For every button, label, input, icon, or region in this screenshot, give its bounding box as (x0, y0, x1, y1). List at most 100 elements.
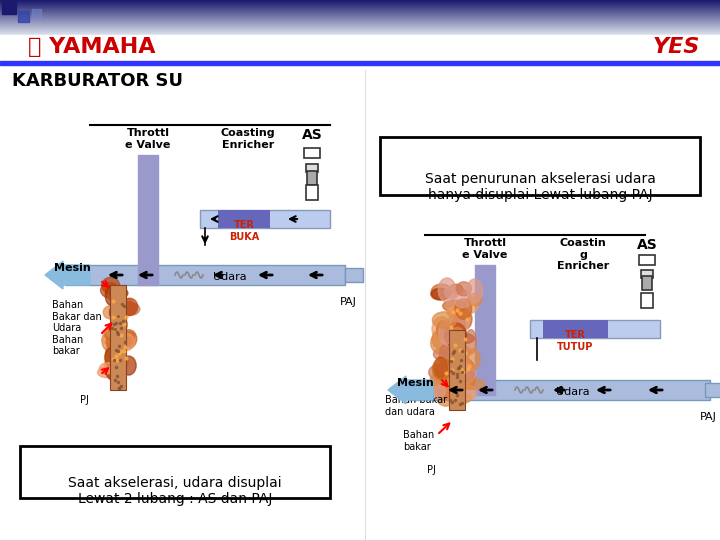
Bar (705, 383, 720, 397)
Text: AS: AS (302, 128, 323, 142)
Text: Ⓞ YAMAHA: Ⓞ YAMAHA (28, 37, 156, 57)
Ellipse shape (122, 298, 138, 315)
Bar (345, 268, 363, 282)
Ellipse shape (456, 309, 472, 330)
Text: AS: AS (636, 238, 657, 252)
Bar (0, 3, 720, 4)
Bar (0, 29, 720, 30)
Bar (0, 23, 720, 24)
Ellipse shape (467, 349, 480, 369)
Ellipse shape (449, 284, 463, 294)
Bar (0, 25, 720, 26)
Bar (0, 26, 720, 27)
Ellipse shape (122, 302, 136, 313)
Ellipse shape (436, 321, 449, 339)
Bar (0, 24, 720, 25)
Text: PAJ: PAJ (340, 297, 357, 307)
Ellipse shape (115, 332, 135, 347)
Ellipse shape (447, 392, 472, 404)
Ellipse shape (105, 347, 114, 367)
Ellipse shape (432, 317, 451, 341)
Text: Bahan
Bakar dan
Udara
Bahan
bakar: Bahan Bakar dan Udara Bahan bakar (52, 300, 102, 356)
Ellipse shape (108, 288, 119, 301)
Bar (639, 255, 655, 265)
Bar (0, 34, 720, 35)
Bar (641, 293, 653, 308)
Bar (642, 276, 652, 290)
Bar (0, 22, 720, 23)
Bar (449, 330, 465, 410)
Bar (306, 185, 318, 200)
Ellipse shape (439, 321, 453, 345)
Ellipse shape (431, 288, 449, 300)
Text: YES: YES (652, 37, 700, 57)
Text: TER
TUTUP: TER TUTUP (557, 330, 593, 352)
Ellipse shape (455, 299, 472, 319)
Bar (543, 320, 608, 338)
Ellipse shape (106, 335, 122, 349)
Ellipse shape (120, 302, 136, 314)
Ellipse shape (447, 306, 462, 318)
Text: Udara: Udara (556, 387, 590, 397)
Bar (0, 4, 720, 5)
Ellipse shape (110, 360, 122, 369)
Ellipse shape (109, 330, 129, 346)
Ellipse shape (107, 363, 123, 378)
Bar (110, 285, 126, 390)
Ellipse shape (443, 356, 453, 374)
Bar (20, 446, 330, 498)
Bar (0, 15, 720, 16)
Ellipse shape (107, 323, 125, 340)
Bar (218, 210, 270, 228)
Ellipse shape (105, 347, 119, 367)
Ellipse shape (460, 385, 477, 400)
Ellipse shape (110, 300, 126, 310)
Ellipse shape (120, 329, 137, 348)
FancyArrow shape (388, 376, 433, 404)
Bar (0, 33, 720, 34)
Ellipse shape (462, 369, 475, 389)
Ellipse shape (454, 289, 472, 308)
Text: PJ: PJ (427, 465, 436, 475)
Ellipse shape (433, 349, 448, 360)
Ellipse shape (428, 364, 450, 380)
Text: KARBURATOR SU: KARBURATOR SU (12, 72, 183, 90)
Ellipse shape (99, 363, 118, 374)
Ellipse shape (121, 337, 132, 346)
Ellipse shape (116, 333, 135, 351)
Ellipse shape (117, 318, 127, 332)
Ellipse shape (452, 313, 465, 337)
Ellipse shape (120, 302, 140, 315)
FancyArrow shape (45, 261, 90, 289)
Bar (0, 20, 720, 21)
Ellipse shape (431, 284, 451, 300)
Ellipse shape (444, 286, 459, 299)
Ellipse shape (439, 388, 464, 400)
Bar (380, 137, 700, 195)
Bar (65, 265, 345, 285)
Bar (138, 155, 158, 285)
Bar (0, 17, 720, 18)
Text: PJ: PJ (80, 395, 89, 405)
Ellipse shape (109, 305, 120, 320)
Ellipse shape (433, 358, 451, 380)
Ellipse shape (431, 374, 451, 396)
Ellipse shape (107, 327, 115, 345)
Ellipse shape (102, 277, 120, 294)
Ellipse shape (443, 300, 466, 312)
Bar (0, 12, 720, 13)
Bar (0, 10, 720, 11)
Bar (307, 171, 317, 185)
Bar (641, 270, 653, 278)
Ellipse shape (435, 364, 455, 384)
Text: Coastin
g
Enricher: Coastin g Enricher (557, 238, 609, 271)
Bar (0, 6, 720, 7)
Bar (410, 380, 710, 400)
Bar (0, 35, 720, 62)
Ellipse shape (430, 371, 454, 393)
Bar (0, 0, 720, 1)
Ellipse shape (112, 328, 125, 336)
Ellipse shape (103, 306, 117, 319)
Ellipse shape (461, 379, 485, 389)
Ellipse shape (97, 367, 115, 377)
